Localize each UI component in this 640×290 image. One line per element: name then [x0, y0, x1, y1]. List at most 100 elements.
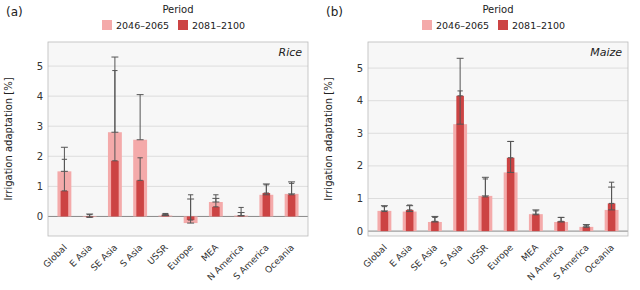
grid-line [368, 68, 628, 69]
marks [377, 58, 618, 231]
error-bar [137, 158, 142, 181]
grid-line [368, 100, 628, 101]
legend-swatch [422, 20, 432, 30]
y-axis-label: Irrigation adaptation [%] [323, 77, 334, 200]
panel-label: (b) [326, 5, 343, 19]
error-bar [162, 214, 169, 216]
y-tick-label: 4 [37, 91, 43, 102]
bar [61, 191, 69, 217]
error-bar [457, 91, 462, 96]
y-tick-label: 0 [37, 211, 43, 222]
y-tick-label: 1 [37, 181, 43, 192]
legend-label: 2046–2065 [436, 20, 489, 31]
x-tick-label: S Asia [438, 242, 464, 268]
y-tick-label: 1 [357, 193, 363, 204]
plot-frame [48, 42, 308, 236]
error-bar [482, 177, 489, 196]
x-tick-label: S America [231, 242, 270, 281]
bar [583, 227, 591, 231]
x-tick-label: S Asia [118, 242, 144, 268]
grid-line [368, 165, 628, 166]
bar [428, 222, 442, 231]
error-bar [289, 183, 294, 194]
bar [431, 221, 439, 231]
legend-label: 2081–2100 [192, 20, 245, 31]
panel: 012345GlobalE AsiaSE AsiaS AsiaUSSREurop… [323, 4, 628, 282]
grid-line [48, 96, 308, 97]
error-bar [532, 210, 539, 214]
grid-line [48, 156, 308, 157]
legend-swatch [498, 20, 508, 30]
bar [263, 193, 271, 216]
error-bar [86, 214, 93, 217]
error-bar [558, 217, 565, 222]
bar [111, 161, 119, 217]
bar [212, 207, 220, 217]
legend: Period2046–20652081–2100 [422, 4, 565, 31]
error-bar [382, 207, 387, 212]
bar [406, 210, 414, 231]
error-bar [533, 211, 538, 215]
bar [133, 140, 147, 217]
grid-line [48, 66, 308, 67]
bar [381, 212, 389, 232]
panel: 012345GlobalE AsiaSE AsiaS AsiaUSSREurop… [3, 4, 308, 282]
bar [136, 180, 144, 216]
x-tick-label: Oceania [263, 242, 296, 275]
y-tick-label: 3 [37, 121, 43, 132]
bar [482, 197, 490, 231]
error-bar [264, 185, 269, 193]
panel-title: Rice [278, 46, 302, 59]
bar [529, 214, 543, 231]
x-tick-label: SE Asia [89, 242, 119, 272]
error-bar [288, 182, 295, 194]
y-tick-label: 2 [357, 160, 363, 171]
error-bar [188, 195, 193, 220]
x-tick-label: Europe [166, 242, 196, 272]
legend-label: 2046–2065 [116, 20, 169, 31]
error-bar [213, 195, 218, 207]
error-bar [457, 58, 464, 124]
error-bar [407, 205, 412, 210]
y-tick-label: 5 [357, 63, 363, 74]
error-bar [584, 225, 589, 227]
plot-background [368, 42, 628, 236]
error-bar [137, 95, 144, 140]
bar [557, 221, 565, 231]
legend-title: Period [482, 4, 513, 15]
error-bar [163, 213, 168, 214]
error-bar [583, 225, 590, 227]
bar [377, 211, 391, 231]
error-bar [431, 216, 438, 222]
x-tick-label: Oceania [583, 242, 616, 275]
error-bar [508, 141, 513, 157]
chart-root: 012345GlobalE AsiaSE AsiaS AsiaUSSREurop… [0, 0, 640, 290]
y-tick-label: 5 [37, 61, 43, 72]
error-bar [263, 184, 270, 195]
bar [285, 194, 299, 217]
x-tick-label: SE Asia [409, 242, 439, 272]
panel-label: (a) [6, 5, 23, 19]
x-tick-label: S America [551, 242, 590, 281]
bar [554, 222, 568, 231]
grid-line [368, 133, 628, 134]
y-tick-label: 2 [37, 151, 43, 162]
bar [478, 196, 492, 231]
legend-swatch [102, 20, 112, 30]
legend-title: Period [162, 4, 193, 15]
x-tick-label: Europe [486, 242, 516, 272]
grid-line [48, 186, 308, 187]
plot-background [48, 42, 308, 236]
x-tick-label: MEA [519, 242, 541, 264]
error-bar [558, 217, 563, 221]
panel-title: Maize [590, 46, 622, 59]
error-bar [483, 179, 488, 197]
y-tick-label: 4 [357, 95, 363, 106]
error-bar [406, 206, 413, 212]
x-tick-label: MEA [199, 242, 221, 264]
error-bar [381, 206, 388, 211]
error-bar [507, 141, 514, 172]
legend: Period 2046–2065 2081–2100 [102, 4, 245, 31]
bar [532, 215, 540, 231]
plot-frame [368, 42, 628, 236]
